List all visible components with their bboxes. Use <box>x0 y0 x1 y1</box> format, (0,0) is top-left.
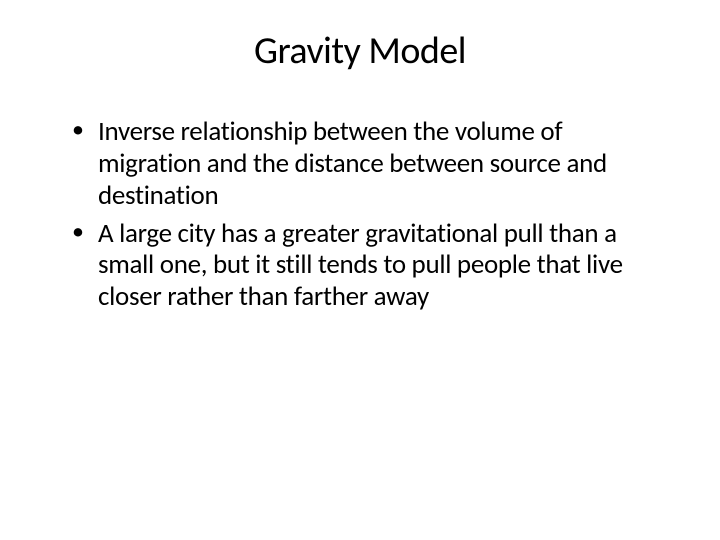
slide-container: Gravity Model Inverse relationship betwe… <box>0 0 720 540</box>
bullet-item: Inverse relationship between the volume … <box>68 116 670 212</box>
slide-title: Gravity Model <box>50 28 670 74</box>
bullet-item: A large city has a greater gravitational… <box>68 218 670 314</box>
bullet-list: Inverse relationship between the volume … <box>50 116 670 313</box>
